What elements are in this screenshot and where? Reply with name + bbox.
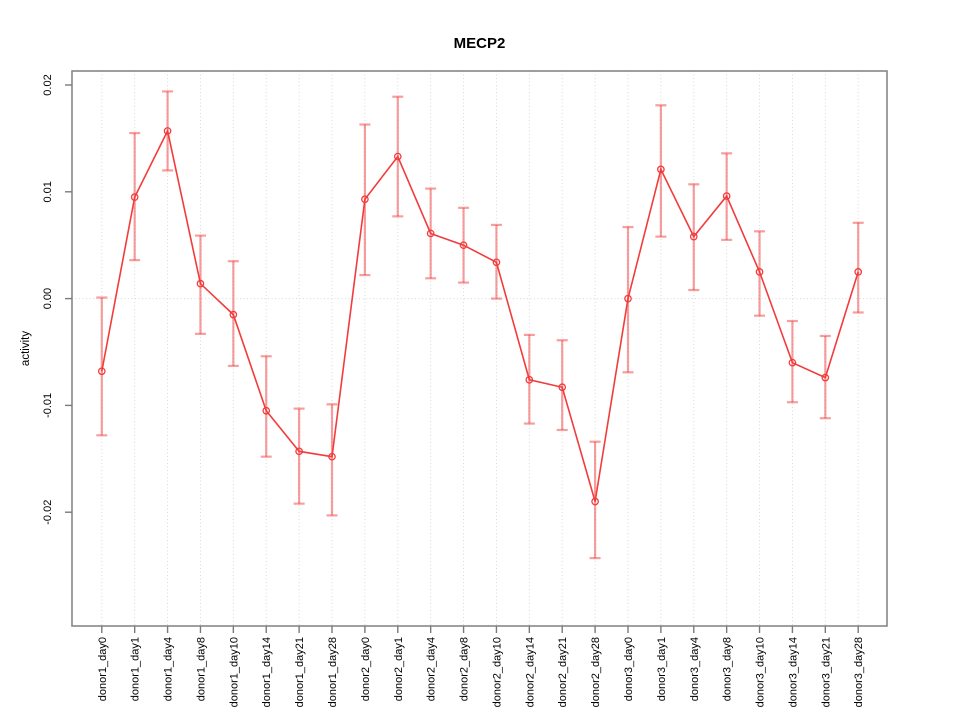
data-point-marker — [393, 152, 402, 161]
x-tick-label: donor3_day14 — [787, 637, 799, 707]
x-tick-label: donor3_day0 — [623, 637, 635, 701]
data-point-marker — [624, 294, 632, 303]
data-point-marker — [755, 268, 764, 276]
data-point-marker — [689, 232, 698, 241]
x-tick-label: donor3_day21 — [820, 637, 832, 707]
data-point-marker — [788, 358, 797, 367]
x-tick-label: donor1_day1 — [130, 637, 142, 701]
x-tick-label: donor1_day0 — [97, 637, 109, 701]
data-point-marker — [558, 383, 567, 392]
x-tick-label: donor2_day14 — [524, 637, 536, 707]
error-bar — [96, 296, 108, 437]
y-axis-title: activity — [20, 331, 32, 366]
error-bar — [852, 221, 864, 314]
data-point-marker — [722, 192, 731, 200]
data-point-marker — [657, 165, 665, 174]
x-tick-label: donor1_day28 — [327, 637, 339, 707]
x-tick-label: donor2_day10 — [491, 637, 503, 707]
y-tick-label: 0.01 — [42, 181, 54, 202]
data-point-marker — [459, 241, 468, 250]
x-tick-label: donor2_day4 — [426, 637, 438, 701]
data-point-marker — [97, 367, 106, 376]
data-point-marker — [295, 447, 303, 456]
data-point-marker — [196, 279, 205, 288]
x-tick-label: donor1_day10 — [228, 637, 240, 707]
series-line — [101, 128, 859, 502]
chart-title: MECP2 — [454, 35, 506, 52]
x-tick-label: donor2_day21 — [557, 637, 569, 707]
x-tick-label: donor3_day1 — [656, 637, 668, 701]
gridline-layer — [72, 71, 887, 626]
x-tick-label: donor1_day8 — [195, 637, 207, 701]
x-tick-label: donor2_day0 — [360, 637, 372, 701]
data-point-marker — [492, 258, 501, 267]
data-point-marker — [130, 193, 139, 201]
data-point-marker — [591, 497, 599, 506]
data-point-marker — [163, 127, 172, 135]
series-layer — [97, 127, 863, 506]
data-point-marker — [525, 375, 534, 384]
y-tick-label: 0.02 — [42, 74, 54, 95]
x-tick-label: donor3_day8 — [722, 637, 734, 701]
y-tick-label: -0.01 — [42, 393, 54, 418]
data-point-marker — [361, 195, 369, 204]
data-point-marker — [821, 373, 830, 382]
y-tick-label: -0.02 — [42, 500, 54, 525]
x-tick-label: donor2_day28 — [590, 637, 602, 707]
x-tick-label: donor2_day1 — [393, 637, 405, 701]
error-bar — [260, 355, 272, 458]
data-point-marker — [426, 229, 435, 238]
plot-frame-layer — [65, 70, 888, 633]
error-bar — [556, 339, 568, 432]
x-tick-label: donor1_day4 — [163, 637, 175, 701]
x-tick-label: donor3_day4 — [689, 637, 701, 701]
data-point-marker — [328, 452, 336, 461]
plot-border — [71, 70, 888, 627]
data-point-marker — [854, 268, 863, 276]
x-tick-label: donor2_day8 — [459, 637, 471, 701]
data-point-marker — [262, 406, 271, 415]
x-tick-label: donor1_day14 — [261, 637, 273, 707]
x-tick-label: donor3_day10 — [755, 637, 767, 707]
x-tick-label: donor3_day28 — [853, 637, 865, 707]
y-tick-label: 0.00 — [42, 288, 54, 309]
error-bar — [293, 407, 305, 505]
errorbar-layer — [96, 90, 864, 560]
tick-label-layer: 0.02 0.01 0.00 -0.01 -0.02 donor1_day0 donor1_… — [42, 74, 865, 707]
x-tick-label: donor1_day21 — [294, 637, 306, 707]
data-point-marker — [229, 310, 238, 319]
